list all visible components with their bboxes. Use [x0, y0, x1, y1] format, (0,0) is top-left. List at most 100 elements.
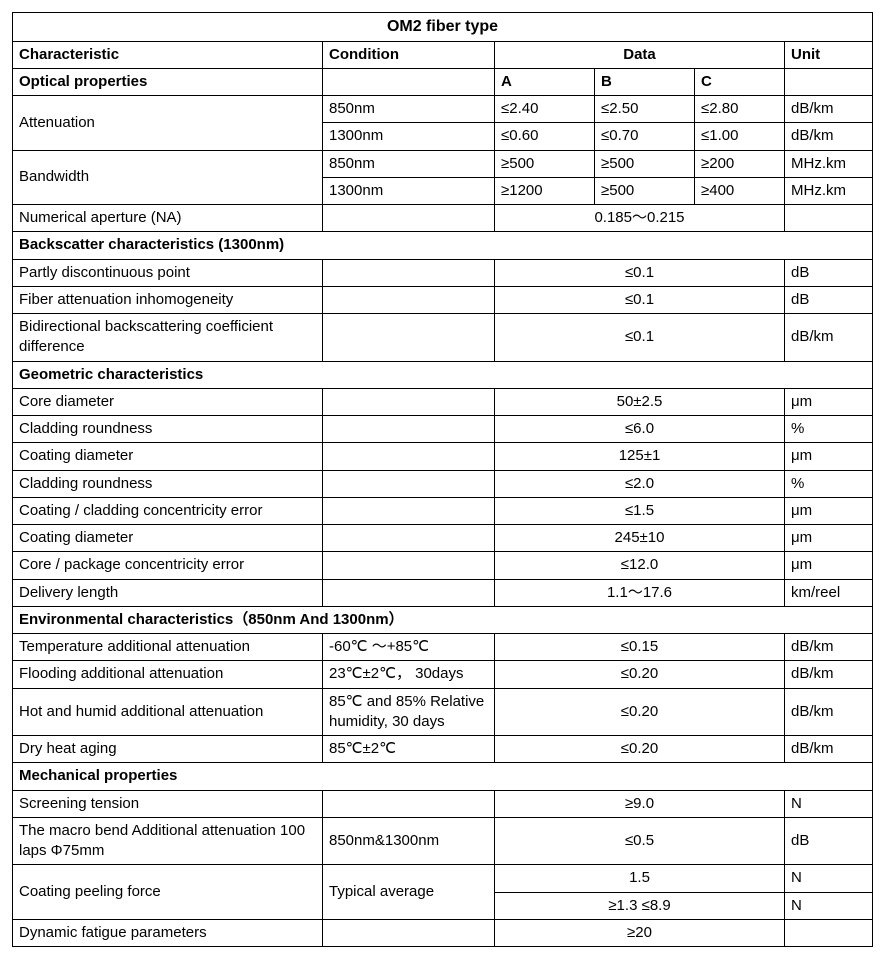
cell-data: ≤0.20 — [495, 736, 785, 763]
cell-empty — [323, 314, 495, 362]
cell-unit: dB — [785, 286, 873, 313]
cell-empty — [323, 388, 495, 415]
cell-data: ≤0.1 — [495, 286, 785, 313]
row-label: Cladding roundness — [13, 416, 323, 443]
row-label: Core / package concentricity error — [13, 552, 323, 579]
header-col-a: A — [495, 68, 595, 95]
cell-data: ≤6.0 — [495, 416, 785, 443]
header-condition: Condition — [323, 41, 495, 68]
cell-unit: μm — [785, 552, 873, 579]
cell-empty — [323, 579, 495, 606]
cell-empty — [323, 497, 495, 524]
row-na-label: Numerical aperture (NA) — [13, 205, 323, 232]
cell-data: ≥9.0 — [495, 790, 785, 817]
cell-unit: μm — [785, 525, 873, 552]
cell-unit: N — [785, 790, 873, 817]
cell-unit: MHz.km — [785, 150, 873, 177]
cell-data: ≤0.20 — [495, 661, 785, 688]
row-label: Partly discontinuous point — [13, 259, 323, 286]
cell-b: ≤0.70 — [595, 123, 695, 150]
cell-unit: dB/km — [785, 661, 873, 688]
cell-cond: 85℃ and 85% Relative humidity, 30 days — [323, 688, 495, 736]
section-geometric: Geometric characteristics — [13, 361, 873, 388]
cell-cond: 850nm — [323, 150, 495, 177]
cell-unit: N — [785, 892, 873, 919]
header-unit: Unit — [785, 41, 873, 68]
row-label: Dry heat aging — [13, 736, 323, 763]
cell-data: 245±10 — [495, 525, 785, 552]
cell-a: ≤2.40 — [495, 96, 595, 123]
row-label: Core diameter — [13, 388, 323, 415]
header-data: Data — [495, 41, 785, 68]
row-label: Delivery length — [13, 579, 323, 606]
cell-c: ≤2.80 — [695, 96, 785, 123]
cell-a: ≥1200 — [495, 177, 595, 204]
cell-unit: dB/km — [785, 736, 873, 763]
section-mechanical: Mechanical properties — [13, 763, 873, 790]
cell-unit: N — [785, 865, 873, 892]
cell-c: ≥400 — [695, 177, 785, 204]
cell-unit: % — [785, 470, 873, 497]
cell-unit: dB/km — [785, 634, 873, 661]
cell-data: 50±2.5 — [495, 388, 785, 415]
cell-c: ≤1.00 — [695, 123, 785, 150]
cell-cond: 850nm&1300nm — [323, 817, 495, 865]
header-col-b: B — [595, 68, 695, 95]
fiber-spec-table: OM2 fiber type Characteristic Condition … — [12, 12, 873, 947]
row-label: Flooding additional attenuation — [13, 661, 323, 688]
row-label: Coating diameter — [13, 525, 323, 552]
cell-cond: 1300nm — [323, 123, 495, 150]
header-characteristic: Characteristic — [13, 41, 323, 68]
cell-data: ≤0.15 — [495, 634, 785, 661]
cell-empty — [323, 525, 495, 552]
row-label: Fiber attenuation inhomogeneity — [13, 286, 323, 313]
cell-unit: dB/km — [785, 688, 873, 736]
cell-unit: μm — [785, 388, 873, 415]
row-attenuation-label: Attenuation — [13, 96, 323, 151]
cell-data: ≤0.1 — [495, 259, 785, 286]
cell-a: ≤0.60 — [495, 123, 595, 150]
cell-unit: dB/km — [785, 314, 873, 362]
cell-cond: Typical average — [323, 865, 495, 920]
cell-empty — [323, 552, 495, 579]
cell-empty — [323, 259, 495, 286]
row-label: The macro bend Additional attenuation 10… — [13, 817, 323, 865]
cell-b: ≤2.50 — [595, 96, 695, 123]
cell-cond: 85℃±2℃ — [323, 736, 495, 763]
cell-cond: 23℃±2℃， 30days — [323, 661, 495, 688]
cell-data: ≤0.20 — [495, 688, 785, 736]
cell-unit: % — [785, 416, 873, 443]
cell-empty — [323, 790, 495, 817]
cell-data: 0.185～0.215 — [495, 205, 785, 232]
cell-cond: -60℃ ～+85℃ — [323, 634, 495, 661]
cell-b: ≥500 — [595, 177, 695, 204]
cell-unit: dB — [785, 259, 873, 286]
section-environmental: Environmental characteristics（850nm And … — [13, 606, 873, 633]
row-bandwidth-label: Bandwidth — [13, 150, 323, 205]
cell-empty — [323, 416, 495, 443]
row-label: Screening tension — [13, 790, 323, 817]
cell-empty — [323, 443, 495, 470]
cell-data: ≤1.5 — [495, 497, 785, 524]
row-label: Coating / cladding concentricity error — [13, 497, 323, 524]
cell-empty — [785, 68, 873, 95]
cell-empty — [323, 470, 495, 497]
row-label: Cladding roundness — [13, 470, 323, 497]
cell-empty — [323, 286, 495, 313]
cell-unit: dB/km — [785, 96, 873, 123]
cell-data: ≤12.0 — [495, 552, 785, 579]
cell-cond: 1300nm — [323, 177, 495, 204]
row-label: Hot and humid additional attenuation — [13, 688, 323, 736]
cell-c: ≥200 — [695, 150, 785, 177]
cell-data: ≤2.0 — [495, 470, 785, 497]
cell-data: ≤0.1 — [495, 314, 785, 362]
cell-data: 125±1 — [495, 443, 785, 470]
cell-a: ≥500 — [495, 150, 595, 177]
cell-unit: km/reel — [785, 579, 873, 606]
cell-data: ≥1.3 ≤8.9 — [495, 892, 785, 919]
cell-b: ≥500 — [595, 150, 695, 177]
cell-unit: dB — [785, 817, 873, 865]
header-col-c: C — [695, 68, 785, 95]
cell-cond: 850nm — [323, 96, 495, 123]
cell-unit: μm — [785, 497, 873, 524]
